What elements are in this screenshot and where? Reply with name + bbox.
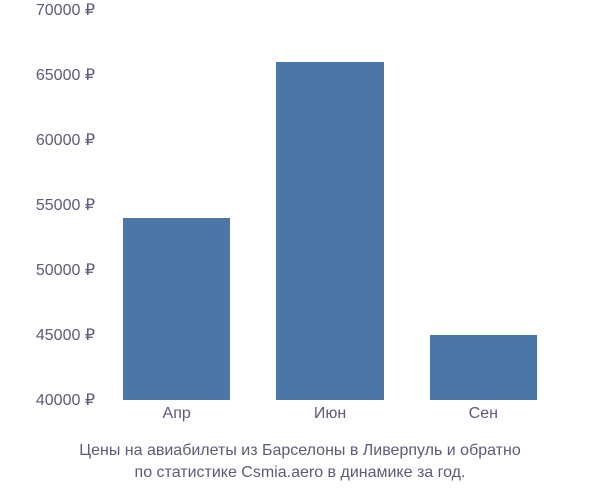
y-tick-label: 70000 ₽ [36, 0, 95, 20]
bar [276, 62, 383, 400]
y-tick-label: 50000 ₽ [36, 260, 95, 280]
y-axis: 40000 ₽45000 ₽50000 ₽55000 ₽60000 ₽65000… [0, 10, 95, 400]
x-tick-label: Июн [314, 405, 346, 423]
y-tick-label: 60000 ₽ [36, 130, 95, 150]
price-chart: 40000 ₽ 45000 ₽ 50000 ₽ 55000 ₽ 60000 ₽ 65000… [0, 0, 600, 500]
caption-line-2: по статистике Csmia.aero в динамике за г… [0, 462, 600, 484]
chart-caption: Цены на авиабилеты из Барселоны в Ливерп… [0, 440, 600, 483]
x-axis: Апр Июн Сен [100, 405, 560, 430]
x-tick-label: Апр [163, 405, 191, 423]
bar [123, 218, 230, 400]
y-tick-label: 55000 ₽ [36, 195, 95, 215]
y-tick-label: 40000 ₽ [36, 390, 95, 410]
caption-line-1: Цены на авиабилеты из Барселоны в Ливерп… [0, 440, 600, 462]
y-tick-label: 65000 ₽ [36, 65, 95, 85]
bar [430, 335, 537, 400]
y-tick-label: 45000 ₽ [36, 325, 95, 345]
plot-area [100, 10, 560, 400]
x-tick-label: Сен [469, 405, 498, 423]
